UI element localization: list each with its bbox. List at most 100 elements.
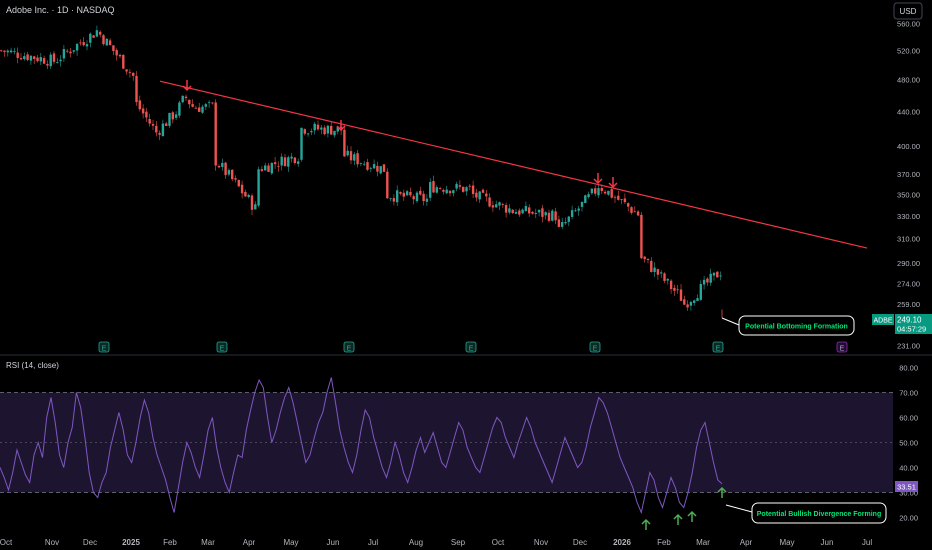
rsi-tick-label: 80.00 [899,364,918,373]
candle-body [468,185,471,187]
candle-body [488,197,491,207]
candle-body [359,163,363,164]
earnings-marker[interactable] [712,341,724,353]
candle-body [75,43,79,51]
candle-body [9,50,13,53]
candle-body [316,124,320,130]
resistance-trendline[interactable] [159,80,868,249]
countdown-label: 04:57:29 [897,325,926,334]
time-tick-label: Nov [534,538,548,547]
candle-body [122,54,125,69]
candle-body [448,190,452,194]
candle-body [273,162,277,165]
candle-body [554,211,557,221]
bullish-divergence-arrow [673,513,683,525]
candle-body [702,279,706,285]
time-tick-label: Jul [862,538,872,547]
resistance-touch-arrow [608,177,618,189]
candle-body [267,165,270,172]
time-tick-label: 2026 [613,538,631,547]
candle-body [719,275,722,277]
candle-body [396,190,399,203]
time-tick-label: Feb [657,538,671,547]
candle-body [62,48,66,59]
candle-body [587,194,590,198]
candle-body [349,151,353,161]
candle-body [455,183,458,189]
time-tick-label: Mar [696,538,710,547]
price-tick-label: 480.00 [897,76,920,85]
candle-body [211,102,214,104]
earnings-marker[interactable] [216,341,228,353]
divergence-callout[interactable]: Potential Bullish Divergence Forming [725,502,887,524]
candle-body [310,131,313,133]
candle-body [247,194,250,197]
candle-body [128,71,132,73]
candle-body [356,153,359,165]
candle-body [623,198,627,203]
candle-body [49,54,52,67]
time-tick-label: Oct [0,538,13,547]
candle-body [620,199,623,200]
candle-body [42,58,46,64]
top-markers [182,80,618,189]
candle-body [607,190,610,195]
earnings-marker-letter: E [716,346,721,353]
candle-body [217,165,221,168]
time-tick-label: May [779,538,794,547]
candle-body [237,180,240,187]
rsi-axis: 80.00 70.00 60.00 50.00 40.00 30.00 20.00 [899,364,918,523]
currency-button[interactable]: USD [893,2,923,20]
price-axis: 560.00 520.00 480.00 440.00 400.00 370.00 350.… [897,20,920,351]
earnings-marker[interactable] [465,341,477,353]
candle-body [531,211,534,214]
candle-body [188,99,191,105]
bottoming-callout[interactable]: Potential Bottoming Formation [721,315,855,336]
candle-body [290,156,293,159]
candle-body [547,212,551,221]
earnings-marker[interactable] [589,341,601,353]
candle-body [610,189,613,198]
earnings-marker[interactable] [343,341,355,353]
time-tick-label: Mar [201,538,215,547]
candle-body [693,300,696,303]
candle-body [511,209,514,213]
candle-body [445,189,448,194]
candle-body [518,210,521,215]
price-tick-label: 310.00 [897,235,920,244]
candle-body [663,273,666,281]
candle-body [617,195,620,200]
candle-body [320,127,323,130]
candle-body [577,208,580,211]
earnings-marker[interactable] [98,341,110,353]
candle-body [89,33,92,43]
candle-body [174,114,178,118]
candle-body [597,188,600,196]
candle-body [561,222,564,227]
candle-body [184,96,188,99]
candle-body [495,204,498,208]
candle-body [221,162,224,167]
time-axis: Oct Nov Dec 2025 Feb Mar Apr May Jun Jul Aug Sep Oct… [0,538,872,547]
candle-body [79,42,82,44]
candle-body [594,188,597,194]
candle-body [95,30,99,37]
rsi-line[interactable] [0,377,723,515]
candle-body [475,192,478,198]
candle-body [3,50,6,52]
rsi-tick-label: 70.00 [899,389,918,398]
candle-body [465,187,468,192]
rsi-tick-label: 40.00 [899,464,918,473]
candle-body [323,127,326,135]
candle-body [306,133,310,135]
candle-body [201,106,204,113]
candle-body [132,72,135,76]
earnings-marker[interactable] [836,341,848,353]
candle-body [260,169,264,171]
candle-body [706,278,709,283]
candle-body [716,271,719,278]
candle-body [521,209,524,214]
candle-body [333,130,336,136]
candle-body [165,123,168,126]
time-tick-label: Jun [821,538,834,547]
